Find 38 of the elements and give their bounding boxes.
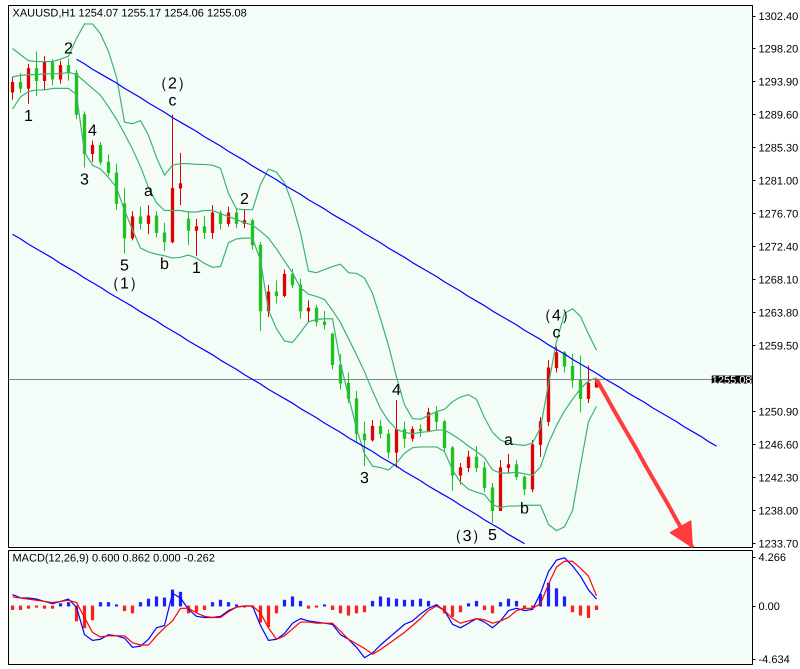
annotation: 1: [24, 108, 34, 125]
y-tick-label: 1246.60: [758, 440, 798, 452]
y-tick-label: 1289.60: [758, 110, 798, 122]
annotation: 5: [488, 526, 498, 544]
annotation: c: [168, 92, 176, 110]
y-tick-label: 1298.20: [758, 43, 798, 56]
y-tick-label: 4.266: [758, 552, 786, 564]
annotation: 3: [360, 470, 370, 488]
y-tick-label: 1242.30: [758, 472, 798, 485]
annotation: 1: [192, 260, 202, 277]
annotation: b: [160, 256, 170, 274]
annotation: 5: [120, 257, 130, 274]
y-tick-label: 1238.00: [758, 506, 798, 518]
y-tick-label: 1272.40: [758, 242, 798, 254]
ref-line-label: 1255.08: [712, 374, 752, 387]
y-tick-label: 1259.50: [758, 340, 798, 353]
y-tick-label: 1250.90: [758, 406, 798, 419]
annotation: （1）: [104, 275, 145, 292]
annotation: 2: [240, 190, 250, 208]
y-tick-label: 1285.30: [758, 142, 798, 155]
y-tick-label: 1263.80: [758, 308, 798, 320]
annotation: （3）: [446, 528, 488, 545]
y-tick-label: 1281.00: [758, 176, 798, 188]
y-tick-label: 1302.40: [758, 11, 798, 24]
y-tick-label: 1268.10: [758, 274, 798, 287]
chart-title: MACD(12,26,9) 0.600 0.862 0.000 -0.262: [12, 552, 215, 564]
annotation: b: [520, 500, 530, 518]
annotation: 4: [88, 122, 98, 140]
annotation: （2）: [152, 76, 193, 93]
y-tick-label: 1233.70: [758, 538, 798, 551]
y-tick-label: 1293.90: [758, 76, 798, 89]
annotation: 4: [392, 382, 402, 400]
annotation: 3: [80, 171, 90, 188]
chart-title: XAUUSD,H1 1254.07 1255.17 1254.06 1255.08: [12, 8, 247, 20]
annotation: 2: [64, 40, 74, 58]
y-tick-label: 1276.70: [758, 208, 798, 221]
y-tick-label: 0.00: [758, 601, 780, 614]
y-tick-label: -4.634: [758, 654, 790, 666]
